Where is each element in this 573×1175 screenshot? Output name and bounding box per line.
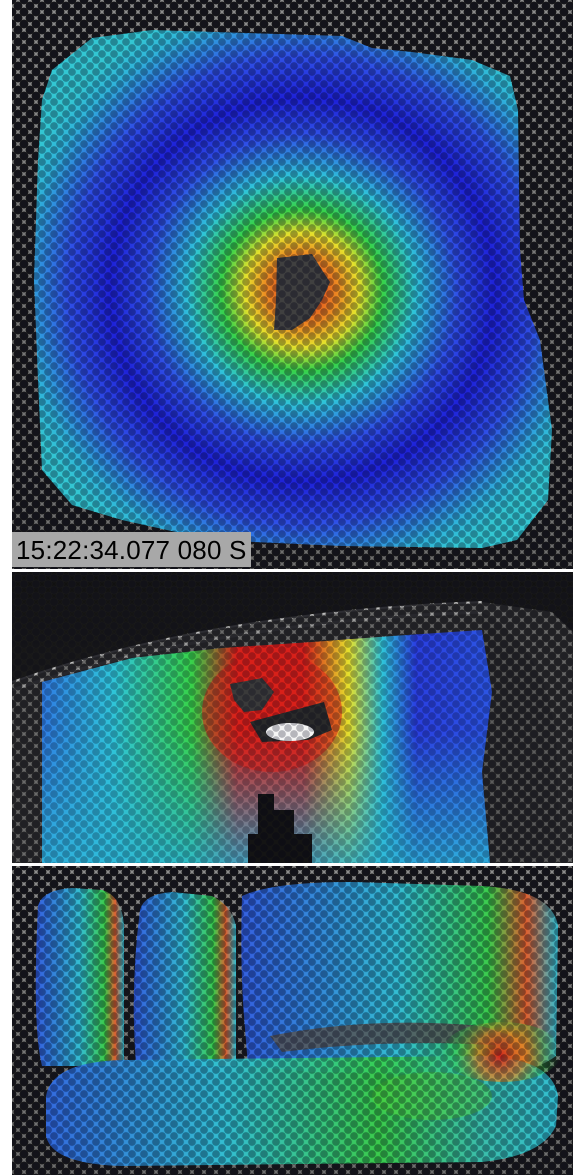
bottom-view-panel: [12, 866, 573, 1175]
heatmap-overlay-bottom: [35, 882, 562, 1166]
timestamp-label: 15:22:34.077 080 S: [12, 532, 251, 567]
heatmap-overlay: [34, 30, 552, 548]
side-view-panel: [12, 572, 573, 863]
heatmap-overlay-side: [42, 630, 492, 863]
top-view-panel: 15:22:34.077 080 S: [12, 0, 573, 569]
